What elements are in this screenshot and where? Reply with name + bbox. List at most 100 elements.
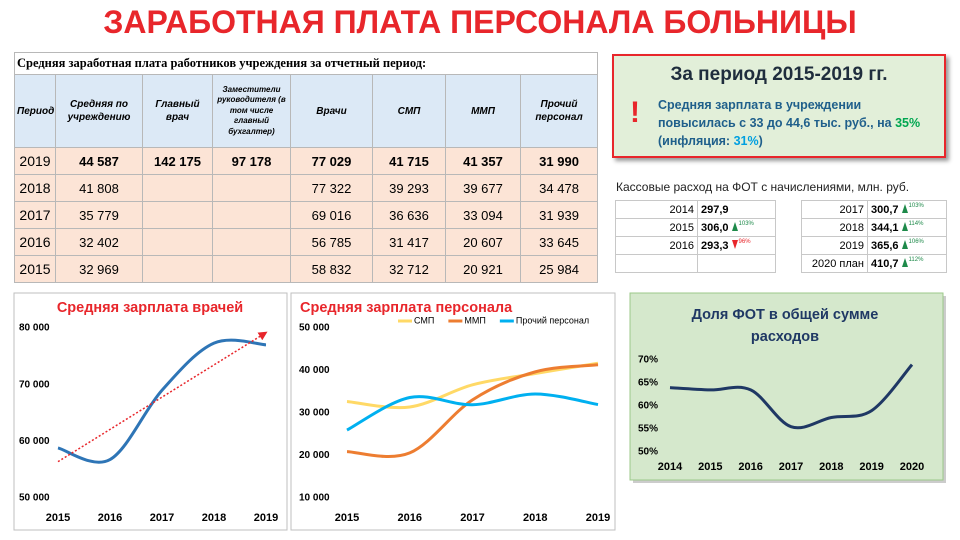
arrow-down — [731, 240, 738, 249]
cell: 35 779 — [55, 201, 143, 229]
y-tick-label: 20 000 — [299, 450, 330, 461]
column-header: Средняя по учреждению — [55, 74, 143, 148]
column-header: Период — [14, 74, 56, 148]
line-series — [346, 361, 599, 410]
fot-period: 2014 — [615, 200, 698, 219]
cell: 142 175 — [142, 147, 213, 175]
column-header: ММП — [445, 74, 521, 148]
period: 2015 — [14, 255, 56, 283]
cell — [142, 255, 213, 283]
cell: 34 478 — [519, 174, 599, 202]
period: 2018 — [14, 174, 56, 202]
inflation-label: (инфляция: — [658, 134, 731, 149]
cell: 39 677 — [445, 174, 521, 202]
cell: 41 715 — [372, 147, 446, 175]
fot-change: 103% — [908, 203, 924, 209]
column-header: Прочий персонал — [519, 74, 599, 148]
data-row: 2017 35 779 69 016 36 636 33 094 31 939 — [14, 201, 599, 229]
arrow-up — [901, 240, 908, 249]
table-caption: Средняя заработная плата работников учре… — [13, 52, 599, 75]
y-tick-label: 10 000 — [299, 493, 330, 504]
column-header: Заместители руководителя (в том числе гл… — [212, 74, 291, 148]
cell: 31 990 — [519, 147, 599, 175]
cell — [212, 228, 291, 256]
cell: 31 939 — [519, 201, 599, 229]
cell: 77 029 — [290, 147, 373, 175]
x-tick-label: 2017 — [779, 461, 803, 473]
arrow-up — [731, 222, 738, 231]
arrow-up — [901, 258, 908, 267]
y-tick-label: 60% — [638, 401, 658, 412]
cell: 77 322 — [290, 174, 373, 202]
slide-title: ЗАРАБОТНАЯ ПЛАТА ПЕРСОНАЛА БОЛЬНИЦЫ — [103, 4, 857, 40]
spacer — [775, 254, 802, 273]
chart-box — [629, 292, 944, 481]
x-tick-label: 2019 — [586, 512, 610, 524]
period: 2019 — [14, 147, 56, 175]
data-row: 2016 32 402 56 785 31 417 20 607 33 645 — [14, 228, 599, 256]
fot-row: 2014 297,9 2017 300,7 103% — [615, 200, 947, 219]
cell: 33 094 — [445, 201, 521, 229]
x-tick-label: 2014 — [658, 461, 683, 473]
x-tick-label: 2018 — [202, 512, 226, 524]
y-tick-label: 50% — [638, 447, 658, 458]
fot-caption: Кассовые расход на ФОТ с начислениями, м… — [616, 180, 910, 194]
chart-box — [290, 292, 616, 531]
close: ) — [758, 134, 763, 149]
fot-value: 297,9 — [697, 200, 776, 219]
x-tick-label: 2016 — [738, 461, 762, 473]
spacer — [775, 218, 802, 237]
cell: 69 016 — [290, 201, 373, 229]
cell: 20 607 — [445, 228, 521, 256]
warning-mark: ! — [630, 96, 640, 129]
growth: 35% — [895, 116, 921, 131]
cell — [142, 174, 213, 202]
fot-value: 365,6 106% — [867, 236, 947, 255]
x-tick-label: 2018 — [523, 512, 547, 524]
y-tick-label: 65% — [638, 378, 658, 389]
fot-change: 96% — [738, 239, 751, 245]
x-tick-label: 2017 — [150, 512, 174, 524]
fot-period: 2019 — [801, 236, 868, 255]
cell: 58 832 — [290, 255, 373, 283]
fot-change: 112% — [908, 257, 924, 263]
fot-value: 410,7 112% — [867, 254, 947, 273]
x-tick-label: 2015 — [46, 512, 70, 524]
cell: 97 178 — [212, 147, 291, 175]
cell: 25 984 — [519, 255, 599, 283]
x-tick-label: 2020 — [900, 461, 924, 473]
fot-value: 306,0 103% — [697, 218, 776, 237]
cell — [212, 174, 291, 202]
y-tick-label: 60 000 — [19, 436, 50, 447]
summary-text-block: Средняя зарплата в учреждении повысилась… — [658, 96, 934, 150]
y-tick-label: 70% — [638, 355, 658, 366]
arrow-up — [901, 222, 908, 231]
x-tick-label: 2016 — [98, 512, 122, 524]
cell: 31 417 — [372, 228, 446, 256]
column-header: Главный врач — [142, 74, 213, 148]
column-header: СМП — [372, 74, 446, 148]
fot-period: 2020 план — [801, 254, 868, 273]
cell — [142, 228, 213, 256]
x-tick-label: 2019 — [254, 512, 278, 524]
cell: 41 808 — [55, 174, 143, 202]
fot-row: 2020 план 410,7 112% — [615, 254, 947, 273]
chart-box — [13, 292, 288, 531]
fot-change: 106% — [908, 239, 924, 245]
column-header: Врачи — [290, 74, 373, 148]
fot-period: 2018 — [801, 218, 868, 237]
line-series — [346, 392, 599, 432]
fot-value: 344,1 114% — [867, 218, 947, 237]
y-tick-label: 30 000 — [299, 408, 330, 419]
y-tick-label: 50 000 — [19, 493, 50, 504]
summary-box: За период 2015-2019 гг. ! Средняя зарпла… — [612, 54, 946, 158]
cell: 56 785 — [290, 228, 373, 256]
cell: 20 921 — [445, 255, 521, 283]
data-row: 2015 32 969 58 832 32 712 20 921 25 984 — [14, 255, 599, 283]
cell: 33 645 — [519, 228, 599, 256]
period: 2016 — [14, 228, 56, 256]
legend-label: СМП — [414, 315, 434, 325]
chart-title: Доля ФОТ в общей сумме расходов — [691, 307, 879, 345]
